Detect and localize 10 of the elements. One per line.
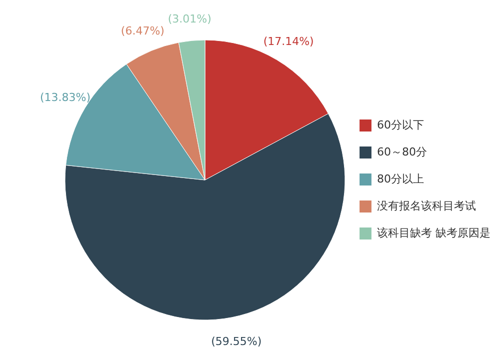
data-label: (13.83%) (40, 91, 91, 104)
legend-label: 60分以下 (377, 118, 424, 132)
data-label: (3.01%) (168, 12, 212, 26)
data-label: (17.14%) (263, 35, 314, 48)
data-label: (59.55%) (211, 334, 262, 347)
legend-label: 该科目缺考 缺考原因是 (377, 226, 490, 240)
legend-label: 60～80分 (377, 146, 427, 158)
legend-label: 80分以上 (377, 172, 424, 186)
data-label: (6.47%) (120, 24, 164, 38)
legend-label: 没有报名该科目考试 (377, 200, 476, 212)
